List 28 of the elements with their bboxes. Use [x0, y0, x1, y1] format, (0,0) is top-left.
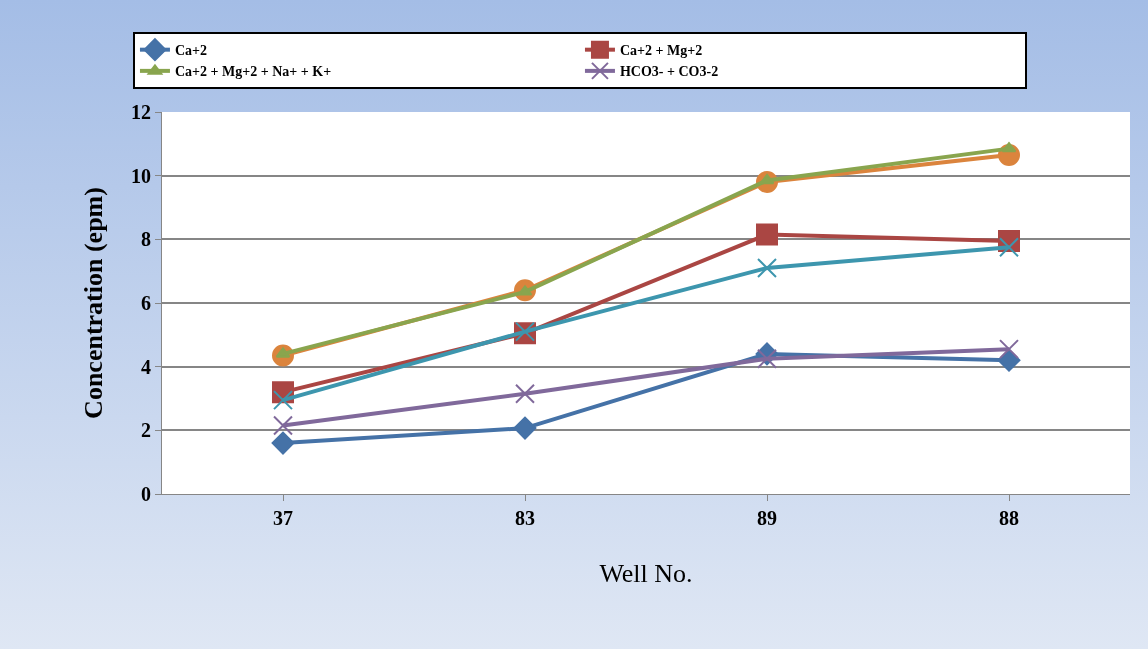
y-tick-label: 12 — [131, 101, 151, 123]
point — [757, 257, 777, 278]
point — [756, 223, 778, 246]
legend-label: Ca+2 + Mg+2 + Na+ + K+ — [174, 64, 332, 80]
point — [999, 339, 1019, 360]
y-tick-label: 10 — [131, 164, 151, 187]
x-tick-label: 88 — [999, 507, 1019, 529]
point — [757, 348, 777, 369]
point — [515, 383, 535, 404]
legend-label: HCO3- + CO3-2 — [619, 64, 719, 80]
y-tick-label: 6 — [141, 292, 151, 314]
point — [997, 348, 1021, 372]
point — [271, 431, 295, 455]
y-axis-title: Concentration (epm) — [79, 187, 109, 419]
y-tick-label: 0 — [141, 483, 151, 505]
x-tick-label: 83 — [515, 507, 535, 529]
y-tick-label: 2 — [141, 419, 151, 442]
point — [999, 237, 1019, 258]
x-tick-label: 89 — [757, 507, 777, 529]
point — [513, 416, 537, 440]
point — [273, 415, 293, 436]
point — [273, 390, 293, 411]
x-axis-title: Well No. — [599, 558, 693, 588]
y-tick-label: 8 — [141, 228, 151, 251]
x-tick-label: 37 — [273, 507, 293, 529]
legend-label: Ca+2 — [174, 43, 208, 59]
legend-label: Ca+2 + Mg+2 — [619, 43, 703, 59]
y-tick-label: 4 — [141, 355, 151, 378]
